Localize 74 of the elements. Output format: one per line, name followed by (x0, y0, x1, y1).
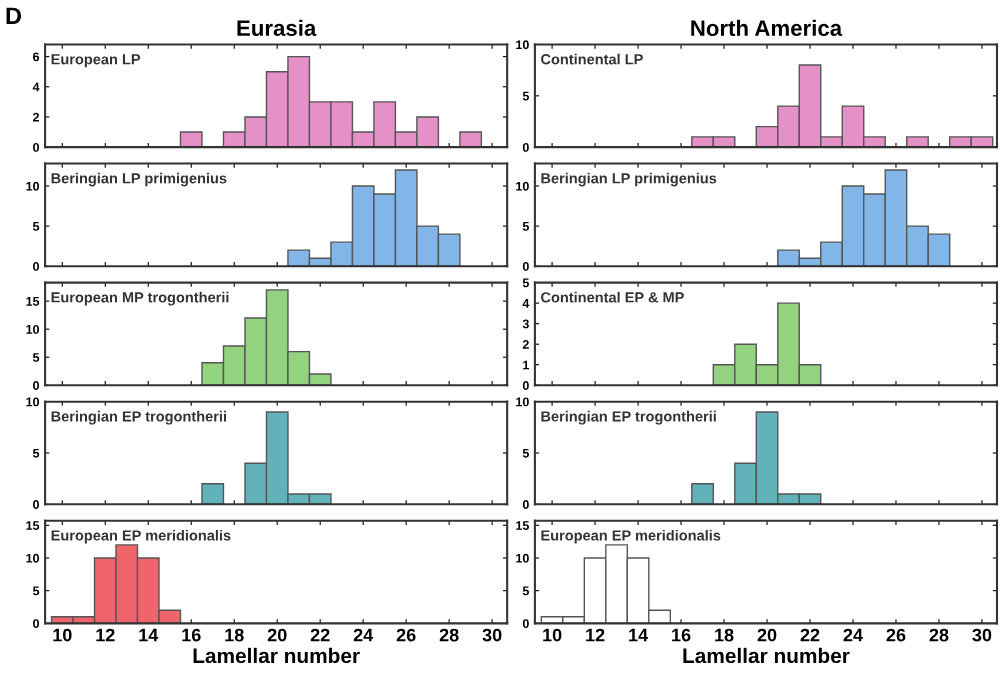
x-axis-title: Lamellar number (193, 647, 360, 664)
y-tick-label: 0 (522, 500, 529, 509)
text: Beringian LP primigenius (541, 172, 717, 187)
y-tick-label: 10 (516, 397, 529, 407)
x-tick-label: 14 (629, 628, 649, 642)
x-tick-label: 24 (353, 628, 374, 642)
y-tick-label: 10 (516, 553, 529, 563)
x-tick-label: 30 (972, 628, 992, 642)
text: Beringian EP trogontherii (51, 410, 226, 425)
chart-title: North America (691, 19, 843, 37)
text: Beringian EP trogontherii (541, 410, 716, 425)
x-tick-label: 18 (715, 628, 734, 642)
text: European LP (51, 54, 141, 68)
y-tick-label: 15 (26, 521, 40, 530)
x-axis-title: Lamellar number (683, 647, 850, 664)
y-tick-label: 0 (33, 381, 40, 390)
y-tick-label: 0 (522, 619, 529, 628)
text: European EP meridionalis (51, 529, 231, 544)
chart-subtitle: Continental EP & MP (541, 291, 684, 303)
y-tick-label: 10 (26, 553, 40, 563)
y-tick-label: 0 (33, 262, 40, 271)
y-tick-label: 0 (33, 142, 40, 152)
x-tick-label: 28 (929, 628, 949, 642)
x-tick-label: 26 (396, 628, 416, 642)
y-tick-label: 0 (522, 262, 529, 271)
x-tick-label: 26 (886, 628, 906, 642)
y-tick-label: 5 (522, 278, 529, 288)
y-tick-label: 5 (32, 353, 40, 362)
x-tick-label: 16 (182, 628, 201, 642)
text: Beringian LP primigenius (51, 172, 227, 187)
y-tick-label: 1 (523, 360, 529, 370)
y-tick-label: 6 (33, 52, 40, 62)
y-tick-label: 0 (33, 500, 40, 509)
x-tick-label: 20 (267, 628, 287, 642)
chart-subtitle: Continental LP (541, 53, 643, 65)
chart-title: Eurasia (237, 19, 317, 37)
x-tick-label: 18 (225, 628, 244, 642)
y-tick-label: 15 (516, 521, 529, 530)
y-tick-label: 0 (522, 142, 529, 152)
y-tick-label: 3 (522, 319, 529, 329)
text: European MP trogontherii (51, 291, 229, 306)
y-tick-label: 2 (33, 112, 40, 122)
x-tick-label: 28 (439, 628, 459, 642)
y-tick-label: 10 (516, 40, 529, 50)
y-tick-label: 10 (516, 181, 529, 191)
text: D (6, 7, 22, 24)
x-tick-label: 20 (757, 628, 777, 642)
x-tick-label: 14 (139, 628, 159, 642)
y-tick-label: 4 (522, 299, 530, 308)
x-tick-label: 24 (843, 628, 863, 642)
x-tick-label: 12 (586, 628, 605, 642)
y-tick-label: 0 (522, 381, 529, 390)
y-tick-label: 4 (32, 82, 40, 92)
x-tick-label: 12 (96, 628, 115, 642)
x-tick-label: 30 (482, 628, 502, 642)
y-tick-label: 5 (32, 222, 40, 231)
x-tick-label: 10 (543, 628, 562, 642)
text: European EP meridionalis (541, 529, 721, 544)
y-tick-label: 2 (522, 340, 529, 349)
y-tick-label: 5 (522, 586, 529, 596)
y-tick-label: 5 (32, 448, 40, 458)
y-tick-label: 5 (522, 91, 529, 101)
x-tick-label: 22 (310, 628, 330, 642)
y-tick-label: 10 (26, 324, 40, 334)
y-tick-label: 0 (33, 619, 40, 628)
x-tick-label: 10 (53, 628, 72, 642)
x-tick-label: 16 (672, 628, 691, 642)
x-tick-label: 22 (800, 628, 820, 642)
y-tick-label: 5 (32, 586, 40, 596)
y-tick-label: 5 (522, 222, 529, 231)
y-tick-label: 10 (26, 181, 40, 191)
y-tick-label: 5 (522, 448, 529, 458)
y-tick-label: 15 (26, 297, 40, 306)
y-tick-label: 10 (26, 397, 40, 407)
